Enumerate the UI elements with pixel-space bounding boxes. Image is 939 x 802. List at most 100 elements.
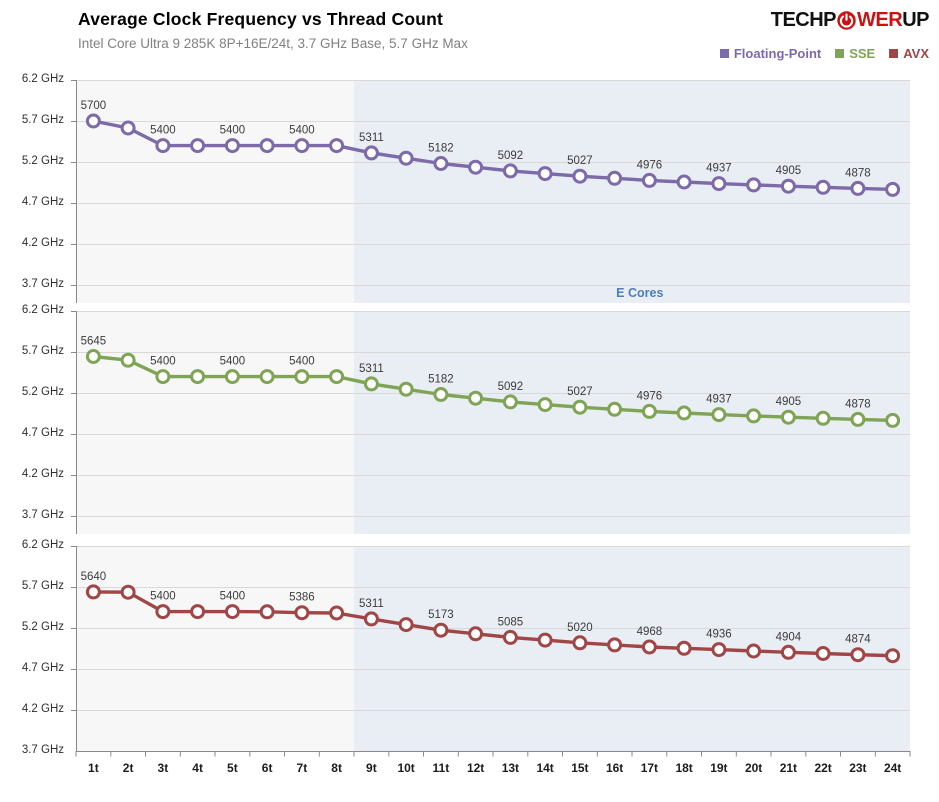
data-marker (711, 407, 727, 423)
x-axis-label: 14t (536, 761, 554, 775)
data-marker (572, 168, 588, 184)
data-marker (815, 179, 831, 195)
data-marker (641, 403, 657, 419)
x-axis-label: 2t (122, 761, 134, 775)
panel-sse: 6.2 GHz 5.7 GHz 5.2 GHz 4.7 GHz 4.2 GHz 3.7 G… (12, 304, 910, 534)
data-label: 4904 (776, 631, 802, 643)
data-marker (363, 376, 379, 392)
data-label: 4937 (706, 163, 732, 175)
data-marker (363, 145, 379, 161)
y-axis-label: 6.2 GHz (21, 73, 64, 85)
x-axis-label: 10t (397, 761, 415, 775)
data-label: 4936 (706, 629, 732, 641)
legend-label: AVX (903, 46, 929, 61)
y-axis-label: 3.7 GHz (21, 744, 64, 756)
data-label: 5311 (359, 598, 384, 610)
data-marker (885, 181, 901, 197)
data-label: 5645 (81, 336, 107, 348)
data-marker (155, 138, 171, 154)
data-label: 5400 (220, 591, 246, 603)
data-label: 4976 (637, 159, 663, 171)
legend-label: SSE (849, 46, 876, 61)
x-axis-label: 8t (331, 761, 342, 775)
data-label: 5400 (150, 125, 176, 137)
plot-area-avx: 5640 5400 5400 5386 5311 5173 5085 5020 4968 4936… (71, 546, 910, 751)
data-marker (885, 648, 901, 664)
y-axis-label: 5.2 GHz (21, 621, 64, 633)
data-label: 5085 (498, 616, 524, 628)
data-marker (850, 411, 866, 427)
data-marker (398, 150, 414, 166)
data-label: 5092 (498, 150, 524, 162)
logo-text-prefix: TECHP (770, 9, 837, 31)
y-axis-label: 3.7 GHz (21, 278, 64, 290)
data-label: 5640 (81, 571, 107, 583)
y-axis-label: 3.7 GHz (21, 509, 64, 521)
data-marker (746, 408, 762, 424)
data-label: 5386 (289, 592, 315, 604)
data-marker (294, 605, 310, 621)
plot-area-sse: 5645 5400 5400 5400 5311 5182 5092 5027 4976 4937… (71, 311, 910, 534)
data-marker (259, 604, 275, 620)
data-label: 5400 (220, 125, 246, 137)
data-marker (815, 410, 831, 426)
data-marker (780, 409, 796, 425)
x-axis-label: 9t (366, 761, 377, 775)
data-marker (676, 405, 692, 421)
data-label: 4905 (776, 165, 802, 177)
data-marker (676, 640, 692, 656)
legend-item-avx: AVX (889, 46, 929, 61)
data-label: 5182 (428, 374, 454, 386)
x-axis-label: 21t (779, 761, 798, 775)
data-marker (711, 642, 727, 658)
data-label: 4968 (637, 626, 663, 638)
data-marker (537, 166, 553, 182)
data-marker (607, 637, 623, 653)
data-label: 5020 (567, 622, 593, 634)
power-button-icon (837, 11, 856, 30)
data-label: 4976 (637, 390, 663, 402)
data-marker (190, 604, 206, 620)
data-label: 5400 (220, 356, 246, 368)
data-marker (502, 629, 518, 645)
data-marker (433, 622, 449, 638)
data-marker (85, 584, 101, 600)
data-marker (468, 390, 484, 406)
data-label: 5311 (359, 363, 384, 375)
x-axis-label: 24t (883, 761, 902, 775)
data-marker (190, 369, 206, 385)
data-label: 5027 (567, 386, 593, 398)
data-marker (572, 635, 588, 651)
x-axis-label: 20t (744, 761, 763, 775)
chart-subtitle: Intel Core Ultra 9 285K 8P+16E/24t, 3.7 … (78, 36, 468, 51)
data-marker (607, 401, 623, 417)
data-marker (224, 369, 240, 385)
techpowerup-logo: TECHP WER UP (770, 9, 930, 32)
panel-floating-point: 6.2 GHz 5.7 GHz 5.2 GHz 4.7 GHz 4.2 GHz 3.7 G… (12, 73, 910, 303)
panel-avx: 6.2 GHz 5.7 GHz 5.2 GHz 4.7 GHz 4.2 GHz 3.7 G… (12, 539, 910, 756)
y-axis-label: 4.2 GHz (21, 703, 64, 715)
data-marker (815, 646, 831, 661)
data-marker (329, 605, 345, 621)
data-label: 5400 (150, 591, 176, 603)
data-marker (120, 584, 136, 600)
page-title: Average Clock Frequency vs Thread Count (78, 9, 444, 29)
data-marker (155, 604, 171, 620)
data-marker (885, 412, 901, 428)
data-marker (190, 138, 206, 154)
data-marker (572, 399, 588, 415)
data-marker (468, 159, 484, 175)
x-axis-label: 19t (710, 761, 728, 775)
legend-item-sse: SSE (835, 46, 875, 61)
data-label: 5173 (428, 609, 454, 621)
data-label: 4878 (845, 398, 871, 410)
data-label: 5700 (81, 100, 107, 112)
data-marker (363, 611, 379, 627)
x-axis-label: 15t (571, 761, 589, 775)
x-axis-ticks (75, 751, 911, 757)
data-label: 5092 (498, 381, 524, 393)
y-axis-label: 4.7 GHz (21, 427, 64, 439)
data-marker (641, 639, 657, 655)
x-axis-label: 1t (88, 761, 99, 775)
